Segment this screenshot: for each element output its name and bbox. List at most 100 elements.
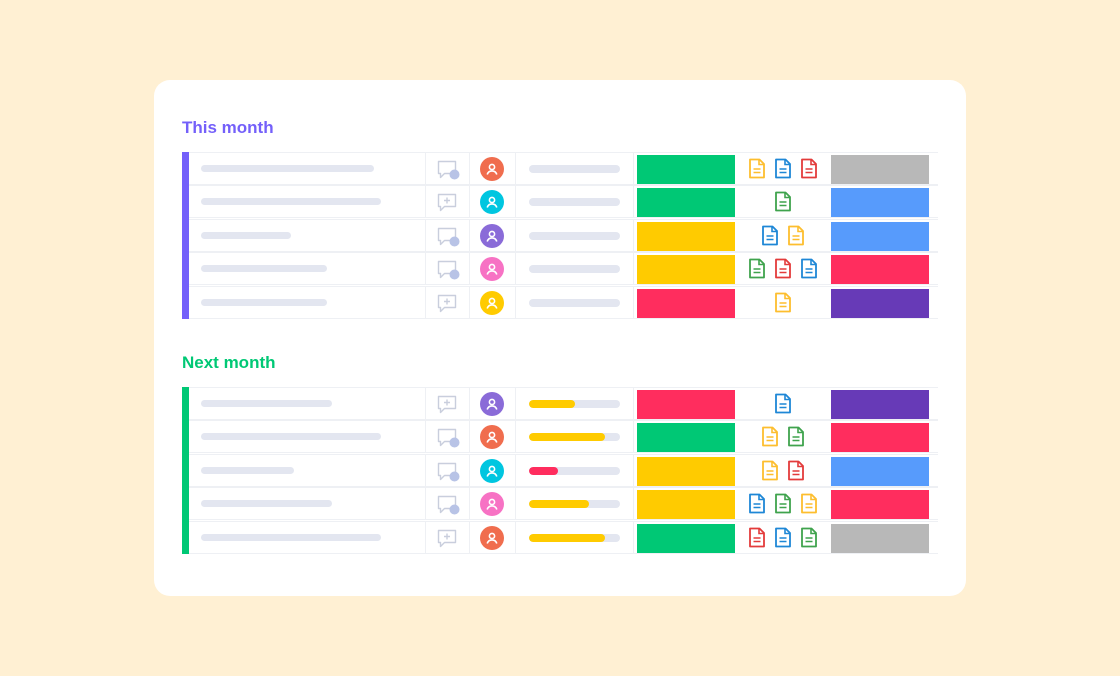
- document-icon[interactable]: [774, 158, 792, 179]
- update-bubble-icon[interactable]: [436, 159, 460, 181]
- status-cell[interactable]: [637, 153, 735, 184]
- label-tag[interactable]: [831, 255, 929, 285]
- document-icon[interactable]: [748, 158, 766, 179]
- label-tag[interactable]: [831, 221, 929, 251]
- person-avatar-icon[interactable]: [480, 223, 504, 248]
- table-row[interactable]: [189, 285, 938, 319]
- document-icon[interactable]: [800, 493, 818, 514]
- files-cell[interactable]: [737, 522, 829, 553]
- label-tag[interactable]: [831, 390, 929, 419]
- status-label[interactable]: [637, 221, 735, 251]
- table-row[interactable]: [189, 387, 938, 420]
- item-name-cell[interactable]: [189, 454, 426, 486]
- status-label[interactable]: [637, 390, 735, 419]
- group-title[interactable]: Next month: [182, 353, 276, 372]
- updates-cell[interactable]: [426, 421, 470, 453]
- owner-cell[interactable]: [470, 454, 516, 486]
- updates-cell[interactable]: [426, 253, 470, 285]
- updates-cell[interactable]: [426, 153, 470, 184]
- document-icon[interactable]: [800, 258, 818, 279]
- files-cell[interactable]: [737, 455, 829, 486]
- status-label[interactable]: [637, 288, 735, 318]
- person-avatar-icon[interactable]: [480, 290, 504, 315]
- updates-cell[interactable]: [426, 286, 470, 318]
- person-avatar-icon[interactable]: [480, 190, 504, 215]
- document-icon[interactable]: [774, 191, 792, 212]
- status-label[interactable]: [637, 255, 735, 285]
- document-icon[interactable]: [774, 292, 792, 313]
- files-cell[interactable]: [737, 388, 829, 419]
- status-cell[interactable]: [637, 488, 735, 520]
- table-row[interactable]: [189, 252, 938, 286]
- updates-cell[interactable]: [426, 219, 470, 251]
- update-bubble-icon[interactable]: [436, 226, 460, 248]
- owner-cell[interactable]: [470, 388, 516, 419]
- document-icon[interactable]: [774, 258, 792, 279]
- item-name-cell[interactable]: [189, 253, 426, 285]
- item-name-cell[interactable]: [189, 186, 426, 218]
- owner-cell[interactable]: [470, 153, 516, 184]
- update-bubble-icon[interactable]: [436, 427, 460, 449]
- status-cell[interactable]: [637, 253, 735, 285]
- table-row[interactable]: [189, 185, 938, 219]
- owner-cell[interactable]: [470, 219, 516, 251]
- status-label[interactable]: [637, 155, 735, 184]
- label-cell[interactable]: [831, 287, 929, 318]
- owner-cell[interactable]: [470, 253, 516, 285]
- owner-cell[interactable]: [470, 421, 516, 453]
- label-tag[interactable]: [831, 523, 929, 553]
- person-avatar-icon[interactable]: [480, 257, 504, 282]
- document-icon[interactable]: [800, 527, 818, 548]
- document-icon[interactable]: [748, 527, 766, 548]
- updates-cell[interactable]: [426, 186, 470, 218]
- label-cell[interactable]: [831, 186, 929, 218]
- table-row[interactable]: [189, 520, 938, 554]
- owner-cell[interactable]: [470, 488, 516, 520]
- person-avatar-icon[interactable]: [480, 425, 504, 450]
- update-bubble-icon[interactable]: [436, 259, 460, 281]
- table-row[interactable]: [189, 218, 938, 252]
- status-label[interactable]: [637, 423, 735, 453]
- document-icon[interactable]: [787, 460, 805, 481]
- owner-cell[interactable]: [470, 186, 516, 218]
- person-avatar-icon[interactable]: [480, 458, 504, 483]
- document-icon[interactable]: [800, 158, 818, 179]
- label-tag[interactable]: [831, 155, 929, 184]
- status-cell[interactable]: [637, 287, 735, 318]
- status-label[interactable]: [637, 456, 735, 486]
- updates-cell[interactable]: [426, 521, 470, 553]
- table-row[interactable]: [189, 152, 938, 185]
- label-tag[interactable]: [831, 423, 929, 453]
- status-label[interactable]: [637, 188, 735, 218]
- label-tag[interactable]: [831, 188, 929, 218]
- status-cell[interactable]: [637, 220, 735, 251]
- document-icon[interactable]: [774, 527, 792, 548]
- files-cell[interactable]: [737, 488, 829, 519]
- person-avatar-icon[interactable]: [480, 157, 504, 181]
- item-name-cell[interactable]: [189, 286, 426, 318]
- status-label[interactable]: [637, 523, 735, 553]
- owner-cell[interactable]: [470, 286, 516, 318]
- add-update-icon[interactable]: [436, 528, 460, 550]
- item-name-cell[interactable]: [189, 388, 426, 419]
- status-cell[interactable]: [637, 421, 735, 453]
- document-icon[interactable]: [761, 225, 779, 246]
- item-name-cell[interactable]: [189, 153, 426, 184]
- status-cell[interactable]: [637, 388, 735, 419]
- document-icon[interactable]: [787, 426, 805, 447]
- files-cell[interactable]: [737, 253, 829, 284]
- status-label[interactable]: [637, 490, 735, 520]
- document-icon[interactable]: [787, 225, 805, 246]
- add-update-icon[interactable]: [436, 192, 460, 214]
- add-update-icon[interactable]: [436, 394, 460, 416]
- document-icon[interactable]: [748, 258, 766, 279]
- updates-cell[interactable]: [426, 454, 470, 486]
- files-cell[interactable]: [737, 186, 829, 217]
- label-tag[interactable]: [831, 456, 929, 486]
- status-cell[interactable]: [637, 455, 735, 486]
- label-cell[interactable]: [831, 253, 929, 285]
- label-tag[interactable]: [831, 288, 929, 318]
- table-row[interactable]: [189, 453, 938, 487]
- files-cell[interactable]: [737, 287, 829, 318]
- updates-cell[interactable]: [426, 488, 470, 520]
